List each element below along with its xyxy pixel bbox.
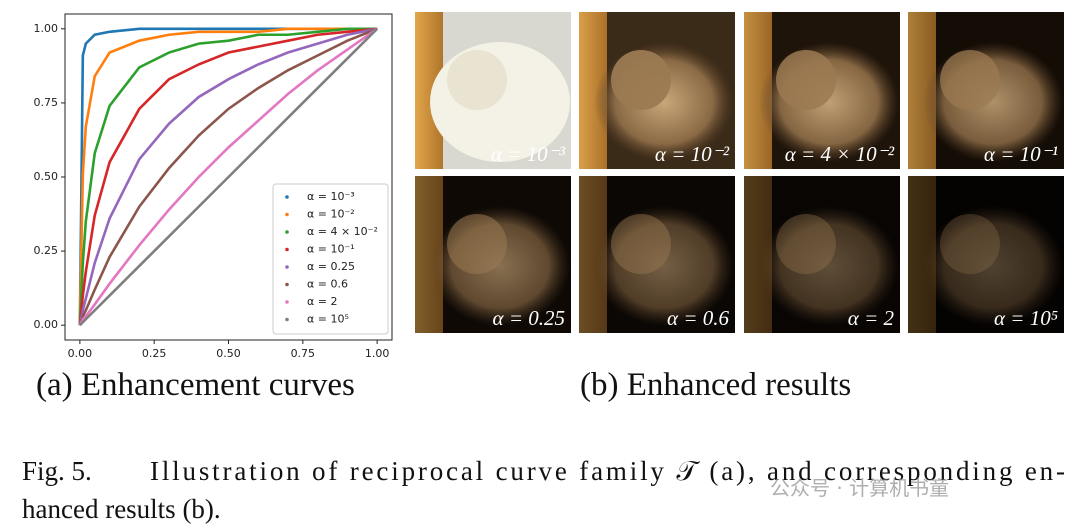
image-cat-head bbox=[940, 50, 1000, 110]
legend-label: α = 0.25 bbox=[307, 260, 355, 273]
image-panel: α = 4 × 10⁻² bbox=[744, 12, 900, 169]
legend-label: α = 10⁻² bbox=[307, 208, 355, 221]
x-tick-label: 0.75 bbox=[291, 347, 316, 360]
y-tick-label: 1.00 bbox=[34, 22, 59, 35]
curve bbox=[78, 27, 378, 326]
x-tick-label: 0.00 bbox=[68, 347, 93, 360]
image-label: α = 4 × 10⁻² bbox=[785, 142, 895, 166]
image-panel: α = 0.25 bbox=[415, 176, 571, 333]
y-tick-label: 0.25 bbox=[34, 244, 59, 257]
x-tick-label: 1.00 bbox=[365, 347, 390, 360]
image-cat-head bbox=[611, 50, 671, 110]
legend-label: α = 10⁵ bbox=[307, 313, 349, 326]
y-tick-label: 0.50 bbox=[34, 170, 59, 183]
image-cat-head bbox=[940, 214, 1000, 274]
caption-a: (a) Enhancement curves bbox=[36, 367, 355, 403]
plot-area: 0.00 0.25 0.50 0.75 1.00 0.00 0.25 0.50 0.75 1.00… bbox=[34, 22, 390, 360]
image-label: α = 0.25 bbox=[493, 306, 565, 330]
curve bbox=[78, 27, 378, 326]
figure-text-2: hanced results (b). bbox=[22, 494, 221, 524]
image-cat-head bbox=[447, 50, 507, 110]
image-cat bbox=[759, 206, 899, 326]
image-cat-head bbox=[776, 214, 836, 274]
image-cat-head bbox=[447, 214, 507, 274]
image-label: α = 10⁻³ bbox=[491, 142, 566, 166]
legend-marker bbox=[285, 282, 289, 287]
caption-b: (b) Enhanced results bbox=[580, 367, 851, 403]
image-cat bbox=[594, 206, 734, 326]
curve bbox=[78, 27, 378, 326]
curve bbox=[78, 27, 378, 326]
image-grid: α = 10⁻³ α = 10⁻² α = 4 × 10⁻² α = 10⁻¹ α = … bbox=[415, 12, 1064, 333]
image-cat-head bbox=[776, 50, 836, 110]
curve bbox=[78, 27, 378, 326]
image-panel: α = 10⁵ bbox=[908, 176, 1064, 333]
x-tick-label: 0.25 bbox=[142, 347, 167, 360]
image-panel: α = 10⁻¹ bbox=[908, 12, 1064, 169]
watermark: 公众号 · 计算机书童 bbox=[770, 476, 949, 500]
y-tick-label: 0.75 bbox=[34, 96, 59, 109]
legend-label: α = 0.6 bbox=[307, 278, 348, 291]
legend-marker bbox=[285, 247, 289, 252]
legend-label: α = 10⁻¹ bbox=[307, 243, 355, 256]
image-panel: α = 2 bbox=[744, 176, 900, 333]
image-panel: α = 10⁻³ bbox=[415, 12, 571, 169]
image-label: α = 10⁻² bbox=[655, 142, 730, 166]
legend-marker bbox=[285, 317, 289, 322]
legend-label: α = 4 × 10⁻² bbox=[307, 225, 378, 238]
legend-box bbox=[272, 183, 389, 335]
legend-marker bbox=[285, 230, 289, 234]
image-label: α = 10⁻¹ bbox=[984, 142, 1058, 166]
y-tick-label: 0.00 bbox=[34, 318, 59, 331]
image-cat-head bbox=[611, 214, 671, 274]
x-tick-label: 0.50 bbox=[216, 347, 241, 360]
curve bbox=[78, 27, 379, 327]
image-label: α = 10⁵ bbox=[994, 306, 1058, 330]
legend-marker bbox=[285, 195, 289, 199]
legend-label: α = 2 bbox=[307, 295, 337, 308]
image-label: α = 2 bbox=[848, 306, 895, 330]
figure-label: Fig. 5. bbox=[22, 456, 92, 486]
legend-marker bbox=[285, 265, 289, 269]
legend-marker bbox=[285, 300, 289, 304]
image-cat bbox=[923, 206, 1063, 326]
legend-label: α = 10⁻³ bbox=[307, 190, 355, 203]
legend-marker bbox=[285, 212, 289, 217]
image-panel: α = 10⁻² bbox=[579, 12, 735, 169]
curve bbox=[78, 27, 378, 326]
image-label: α = 0.6 bbox=[667, 306, 729, 330]
image-panel: α = 0.6 bbox=[579, 176, 735, 333]
figure-text: Illustration of reciprocal curve family … bbox=[150, 456, 1065, 486]
